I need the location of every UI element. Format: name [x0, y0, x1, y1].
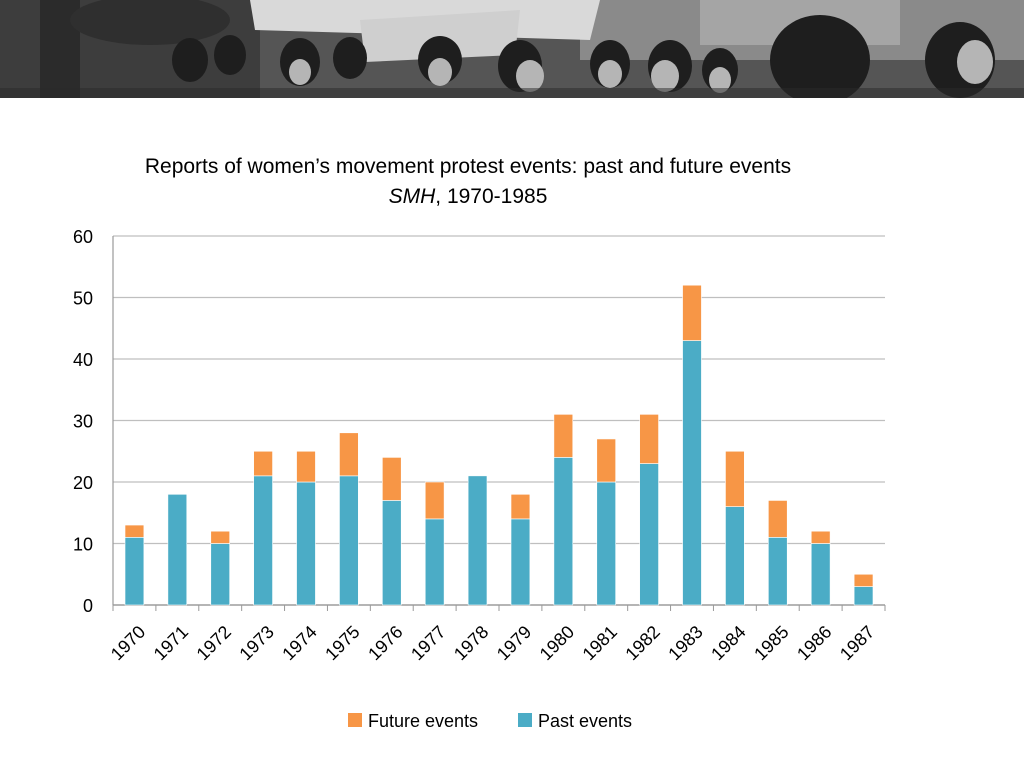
bar-past-events — [382, 500, 402, 606]
bar-past-events — [596, 481, 616, 606]
bar-past-events — [853, 586, 874, 606]
bar-future-events — [810, 530, 831, 544]
bar-future-events — [853, 573, 874, 587]
bar-past-events — [553, 457, 574, 606]
bar-future-events — [768, 500, 788, 538]
x-tick-label: 1972 — [193, 622, 235, 664]
bar-past-events — [210, 543, 230, 606]
bar-future-events — [124, 524, 145, 538]
bar-past-events — [768, 537, 788, 606]
bar-past-events — [725, 506, 745, 606]
y-tick-label: 50 — [73, 289, 93, 309]
bar-past-events — [296, 481, 316, 606]
protest-photo-image — [0, 0, 1024, 98]
bar-future-events — [339, 432, 359, 477]
bar-future-events — [725, 450, 745, 507]
legend-swatch — [518, 713, 532, 727]
x-tick-label: 1986 — [793, 622, 835, 664]
bar-future-events — [424, 481, 445, 520]
bar-future-events — [682, 284, 702, 341]
bar-past-events — [339, 475, 359, 606]
bar-past-events — [682, 340, 702, 606]
bar-past-events — [167, 493, 188, 606]
x-tick-label: 1971 — [150, 622, 192, 664]
bar-past-events — [253, 475, 273, 606]
chart-title: Reports of women’s movement protest even… — [0, 152, 936, 212]
chart-subtitle: SMH, 1970-1985 — [0, 182, 936, 212]
bar-future-events — [639, 414, 659, 464]
x-tick-label: 1978 — [450, 622, 492, 664]
legend-label: Past events — [538, 711, 632, 731]
bar-future-events — [553, 414, 574, 458]
chart-subtitle-range: , 1970-1985 — [435, 185, 548, 208]
bar-future-events — [596, 438, 616, 483]
bar-future-events — [382, 457, 402, 501]
bar-past-events — [810, 543, 831, 606]
bar-past-events — [124, 537, 145, 606]
x-tick-label: 1976 — [364, 622, 406, 664]
bar-future-events — [510, 493, 531, 520]
chart-subtitle-source: SMH — [388, 185, 436, 208]
x-tick-label: 1977 — [407, 622, 449, 664]
x-tick-label: 1974 — [278, 622, 320, 664]
x-tick-label: 1987 — [836, 622, 878, 664]
bar-past-events — [467, 475, 488, 606]
y-tick-label: 60 — [73, 227, 93, 247]
bar-future-events — [253, 450, 273, 477]
bar-past-events — [639, 463, 659, 606]
chart-title-text: Reports of women’s movement protest even… — [144, 155, 792, 178]
y-tick-label: 10 — [73, 535, 93, 555]
x-tick-label: 1973 — [235, 622, 277, 664]
bar-future-events — [210, 530, 230, 544]
x-tick-label: 1983 — [664, 622, 706, 664]
bar-past-events — [424, 518, 445, 606]
y-tick-label: 20 — [73, 473, 93, 493]
x-tick-label: 1979 — [493, 622, 535, 664]
x-tick-label: 1984 — [707, 622, 749, 664]
x-tick-label: 1985 — [750, 622, 792, 664]
legend-label: Future events — [368, 711, 478, 731]
x-tick-label: 1981 — [579, 622, 621, 664]
header-photo-banner — [0, 0, 1024, 98]
bar-future-events — [296, 450, 316, 483]
x-tick-label: 1975 — [321, 622, 363, 664]
x-tick-label: 1970 — [107, 622, 149, 664]
x-tick-label: 1980 — [536, 622, 578, 664]
y-tick-label: 40 — [73, 350, 93, 370]
x-tick-label: 1982 — [621, 622, 663, 664]
bar-past-events — [510, 518, 531, 606]
y-tick-label: 30 — [73, 412, 93, 432]
legend-swatch — [348, 713, 362, 727]
y-tick-label: 0 — [83, 596, 93, 616]
